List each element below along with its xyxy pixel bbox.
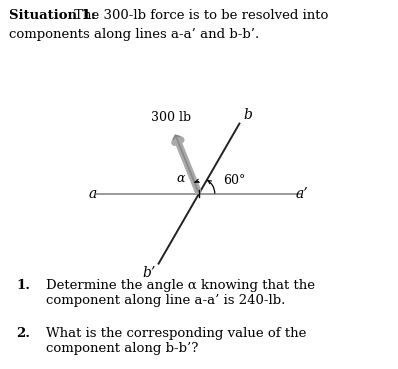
Text: Situation 1:: Situation 1: [9,9,96,22]
Text: a’: a’ [296,187,308,201]
Text: Determine the angle α knowing that the
component along line a-a’ is 240-lb.: Determine the angle α knowing that the c… [46,279,315,307]
Text: 300 lb: 300 lb [151,111,191,124]
Text: b: b [244,107,252,121]
Text: What is the corresponding value of the
component along b-b’?: What is the corresponding value of the c… [46,327,306,355]
Text: 1.: 1. [16,279,30,292]
Text: α: α [177,172,185,185]
Text: 60°: 60° [223,174,246,187]
Text: b’: b’ [142,266,156,280]
Text: components along lines a-a’ and b-b’.: components along lines a-a’ and b-b’. [9,28,259,41]
Text: 2.: 2. [16,327,30,339]
Text: a: a [89,187,97,201]
Text: The 300-lb force is to be resolved into: The 300-lb force is to be resolved into [70,9,328,22]
